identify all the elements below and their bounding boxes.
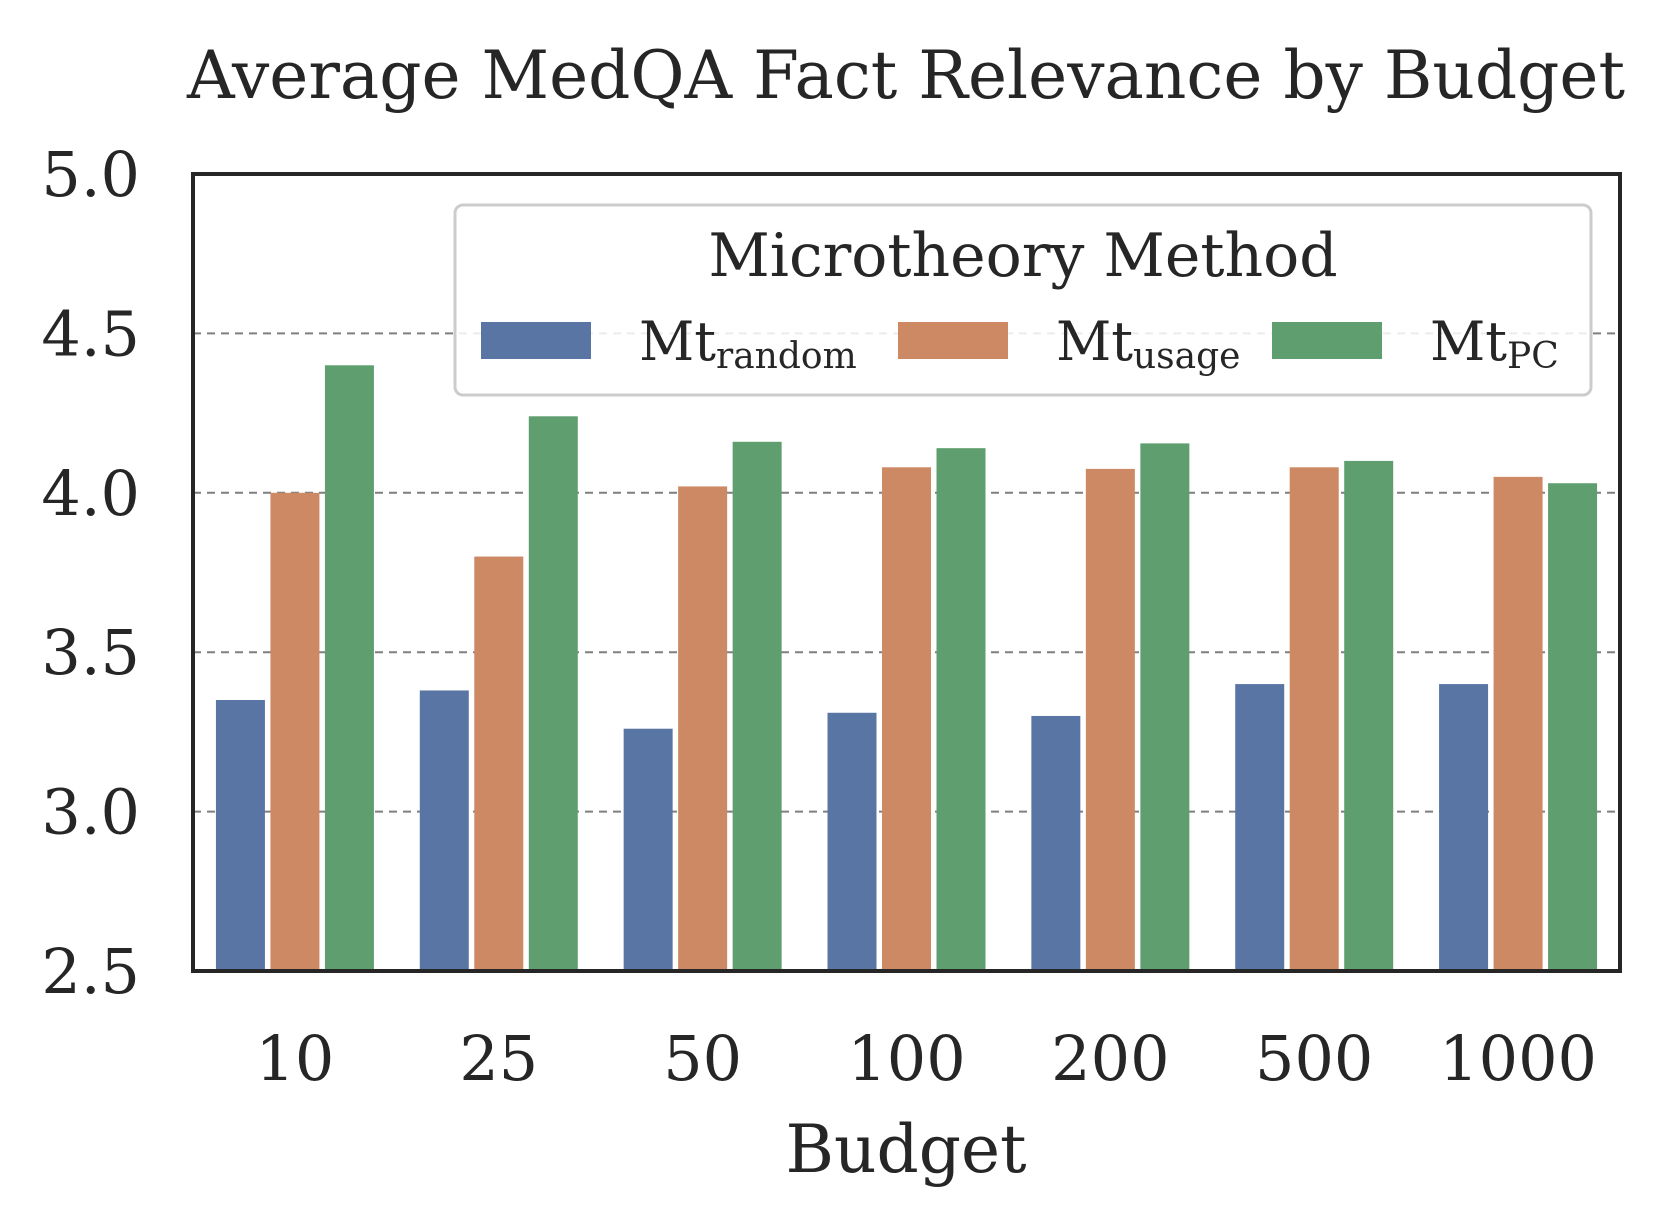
bar-PC-100 — [936, 448, 986, 972]
legend-swatch-random — [481, 322, 591, 359]
plot-frame — [191, 172, 1622, 973]
x-tick-label: 1000 — [1439, 1022, 1597, 1095]
x-tick-label: 200 — [1051, 1022, 1169, 1095]
y-tick-label: 5.0 — [41, 138, 140, 211]
bar-usage-100 — [882, 467, 931, 971]
bar-PC-50 — [732, 441, 782, 971]
x-tick-label: 100 — [847, 1022, 965, 1095]
y-tick-label: 2.5 — [41, 935, 140, 1008]
bars — [215, 365, 1598, 972]
bar-usage-500 — [1289, 467, 1339, 971]
bar-PC-10 — [324, 365, 374, 971]
x-axis-label: Budget — [785, 1111, 1026, 1188]
bar-random-1000 — [1439, 684, 1489, 971]
bar-usage-25 — [474, 556, 524, 971]
bar-PC-1000 — [1548, 483, 1598, 971]
legend-label-PC: MtPC — [1430, 310, 1559, 377]
chart-title: Average MedQA Fact Relevance by Budget — [186, 37, 1625, 114]
legend-label-usage: Mtusage — [1056, 310, 1240, 377]
legend-swatch-PC — [1272, 322, 1382, 359]
bar-usage-10 — [270, 492, 320, 971]
x-axis-ticks: 10 25 50 100 200 500 1000 — [255, 1022, 1596, 1095]
x-tick-label: 50 — [663, 1022, 742, 1095]
y-tick-label: 4.5 — [41, 297, 140, 370]
y-axis-ticks: 2.5 3.0 3.5 4.0 4.5 5.0 — [41, 138, 140, 1008]
bar-random-200 — [1031, 715, 1081, 971]
bar-PC-25 — [528, 416, 578, 972]
bar-random-500 — [1235, 684, 1285, 971]
legend-swatch-usage — [898, 322, 1008, 359]
x-tick-label: 500 — [1255, 1022, 1373, 1095]
bar-random-50 — [623, 728, 673, 971]
legend-label-random: Mtrandom — [639, 310, 857, 377]
bar-random-100 — [827, 712, 877, 971]
bar-random-25 — [419, 690, 469, 971]
y-tick-label: 3.0 — [41, 776, 140, 849]
x-tick-label: 10 — [255, 1022, 334, 1095]
y-tick-label: 4.0 — [41, 457, 140, 530]
bar-PC-200 — [1140, 443, 1190, 971]
x-tick-label: 25 — [459, 1022, 538, 1095]
bar-random-10 — [215, 700, 265, 971]
bar-usage-1000 — [1493, 476, 1543, 971]
legend: Microtheory Method Mtrandom Mtusage MtPC — [453, 203, 1593, 397]
bar-PC-500 — [1344, 460, 1394, 971]
y-tick-label: 3.5 — [41, 616, 140, 689]
bar-usage-50 — [678, 486, 728, 971]
legend-title: Microtheory Method — [708, 221, 1337, 291]
bar-usage-200 — [1085, 468, 1135, 971]
